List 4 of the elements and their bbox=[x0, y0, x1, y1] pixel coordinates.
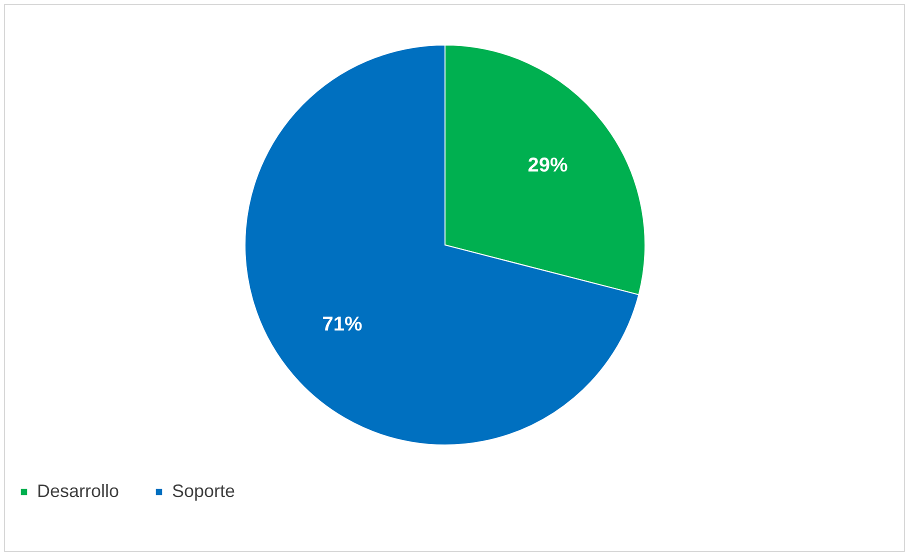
legend-label: Soporte bbox=[172, 481, 236, 501]
data-label: 71% bbox=[322, 314, 363, 336]
legend-label: Desarrollo bbox=[37, 481, 120, 501]
data-label: 29% bbox=[528, 154, 568, 176]
